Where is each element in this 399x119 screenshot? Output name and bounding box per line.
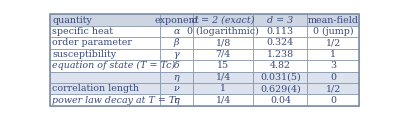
Bar: [308, 72, 359, 83]
Text: 1/4: 1/4: [215, 73, 231, 82]
Text: correlation length: correlation length: [52, 84, 139, 93]
Bar: [160, 49, 193, 60]
Bar: [193, 83, 253, 94]
Bar: [253, 26, 308, 37]
Text: susceptibility: susceptibility: [52, 50, 116, 59]
Text: 0.324: 0.324: [267, 38, 294, 47]
Bar: [50, 72, 160, 83]
Text: 0.629(4): 0.629(4): [260, 84, 301, 93]
Bar: [50, 37, 160, 49]
Bar: [160, 60, 193, 72]
Text: 3: 3: [330, 61, 336, 70]
Text: 0.04: 0.04: [270, 96, 291, 105]
Bar: [253, 94, 308, 106]
Text: equation of state (T = Tc): equation of state (T = Tc): [52, 61, 175, 70]
Bar: [193, 94, 253, 106]
Text: β: β: [174, 38, 179, 47]
Bar: [253, 72, 308, 83]
Text: order parameter: order parameter: [52, 38, 132, 47]
Text: 0 (jump): 0 (jump): [313, 27, 354, 36]
Bar: [193, 14, 253, 26]
Text: 0: 0: [330, 96, 336, 105]
Bar: [160, 94, 193, 106]
Bar: [160, 83, 193, 94]
Bar: [308, 14, 359, 26]
Text: power law decay at T = Tc: power law decay at T = Tc: [52, 96, 180, 105]
Text: α: α: [173, 27, 180, 36]
Bar: [160, 26, 193, 37]
Bar: [50, 26, 160, 37]
Text: d = 3: d = 3: [267, 15, 294, 25]
Bar: [50, 49, 160, 60]
Bar: [308, 83, 359, 94]
Bar: [50, 60, 160, 72]
Bar: [50, 14, 160, 26]
Bar: [308, 37, 359, 49]
Text: ν: ν: [174, 84, 179, 93]
Bar: [193, 72, 253, 83]
Text: η: η: [174, 73, 179, 82]
Bar: [253, 83, 308, 94]
Text: δ: δ: [174, 61, 179, 70]
Text: exponent: exponent: [154, 15, 199, 25]
Text: η: η: [174, 96, 179, 105]
Text: 1: 1: [330, 50, 336, 59]
Bar: [308, 26, 359, 37]
Bar: [253, 37, 308, 49]
Bar: [50, 94, 160, 106]
Text: 0.113: 0.113: [267, 27, 294, 36]
Bar: [160, 72, 193, 83]
Bar: [253, 49, 308, 60]
Text: 1.238: 1.238: [267, 50, 294, 59]
Text: specific heat: specific heat: [52, 27, 113, 36]
Text: 1: 1: [220, 84, 226, 93]
Bar: [253, 60, 308, 72]
Text: 1/4: 1/4: [215, 96, 231, 105]
Text: 0.031(5): 0.031(5): [260, 73, 301, 82]
Text: quantity: quantity: [52, 15, 92, 25]
Text: 0 (logarithmic): 0 (logarithmic): [187, 27, 259, 36]
Bar: [253, 14, 308, 26]
Text: 0: 0: [330, 73, 336, 82]
Bar: [160, 37, 193, 49]
Bar: [193, 26, 253, 37]
Text: 4.82: 4.82: [270, 61, 291, 70]
Bar: [193, 60, 253, 72]
Bar: [308, 60, 359, 72]
Text: mean-field: mean-field: [308, 15, 359, 25]
Bar: [308, 94, 359, 106]
Text: d = 2 (exact): d = 2 (exact): [192, 15, 255, 25]
Bar: [193, 37, 253, 49]
Text: γ: γ: [174, 50, 179, 59]
Bar: [308, 49, 359, 60]
Text: 7/4: 7/4: [215, 50, 231, 59]
Text: 1/2: 1/2: [326, 38, 341, 47]
Bar: [50, 83, 160, 94]
Text: 15: 15: [217, 61, 229, 70]
Text: 1/8: 1/8: [215, 38, 231, 47]
Text: 1/2: 1/2: [326, 84, 341, 93]
Bar: [160, 14, 193, 26]
Bar: [193, 49, 253, 60]
